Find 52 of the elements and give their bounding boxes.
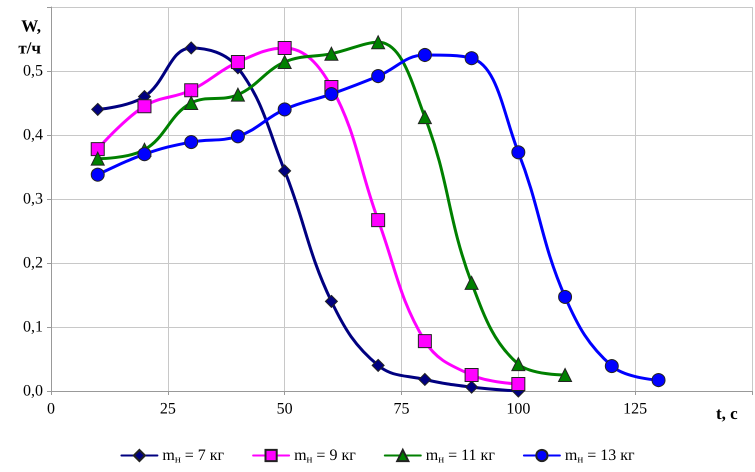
point — [184, 96, 198, 110]
y-tick-label: 0,0 — [23, 382, 43, 400]
point — [278, 102, 292, 116]
point — [324, 87, 338, 102]
point — [324, 46, 338, 61]
x-tick-label: 75 — [394, 400, 410, 418]
point — [278, 40, 292, 55]
point — [464, 368, 479, 382]
point — [90, 152, 105, 166]
point — [184, 83, 198, 98]
point — [418, 334, 432, 348]
y-tick-label: 0,5 — [23, 62, 43, 80]
point — [184, 41, 198, 54]
point — [230, 129, 245, 144]
y-tick-label: 0,3 — [23, 190, 43, 208]
point — [371, 35, 386, 50]
point — [278, 55, 292, 70]
point — [371, 69, 386, 84]
x-tick-label: 100 — [506, 400, 530, 418]
point — [90, 168, 105, 182]
x-axis-title: t, c — [716, 404, 738, 423]
point — [511, 357, 526, 372]
x-tick-label: 125 — [623, 400, 648, 418]
y-tick-label: 0,4 — [23, 126, 43, 144]
point — [371, 213, 386, 228]
point — [558, 368, 572, 382]
point — [558, 290, 572, 304]
point — [230, 88, 245, 102]
point — [230, 55, 245, 70]
x-tick-label: 25 — [160, 400, 176, 418]
y-tick-label: 0,1 — [23, 318, 43, 336]
point — [464, 276, 479, 290]
point — [184, 135, 198, 150]
point — [465, 380, 478, 394]
x-tick-label: 0 — [47, 400, 55, 418]
point — [91, 102, 104, 116]
y-axis-title: W, т/ч — [18, 16, 42, 58]
point — [511, 145, 526, 160]
point — [137, 99, 152, 114]
point — [418, 110, 432, 124]
point — [372, 358, 385, 372]
y-tick-label: 0,2 — [23, 254, 43, 272]
point — [278, 164, 292, 178]
point — [652, 373, 666, 388]
point — [604, 359, 619, 374]
point — [90, 142, 105, 156]
point — [418, 48, 432, 62]
point — [324, 294, 338, 308]
x-tick-label: 50 — [276, 400, 293, 418]
point — [464, 51, 479, 66]
point — [511, 376, 526, 391]
point — [418, 372, 432, 386]
